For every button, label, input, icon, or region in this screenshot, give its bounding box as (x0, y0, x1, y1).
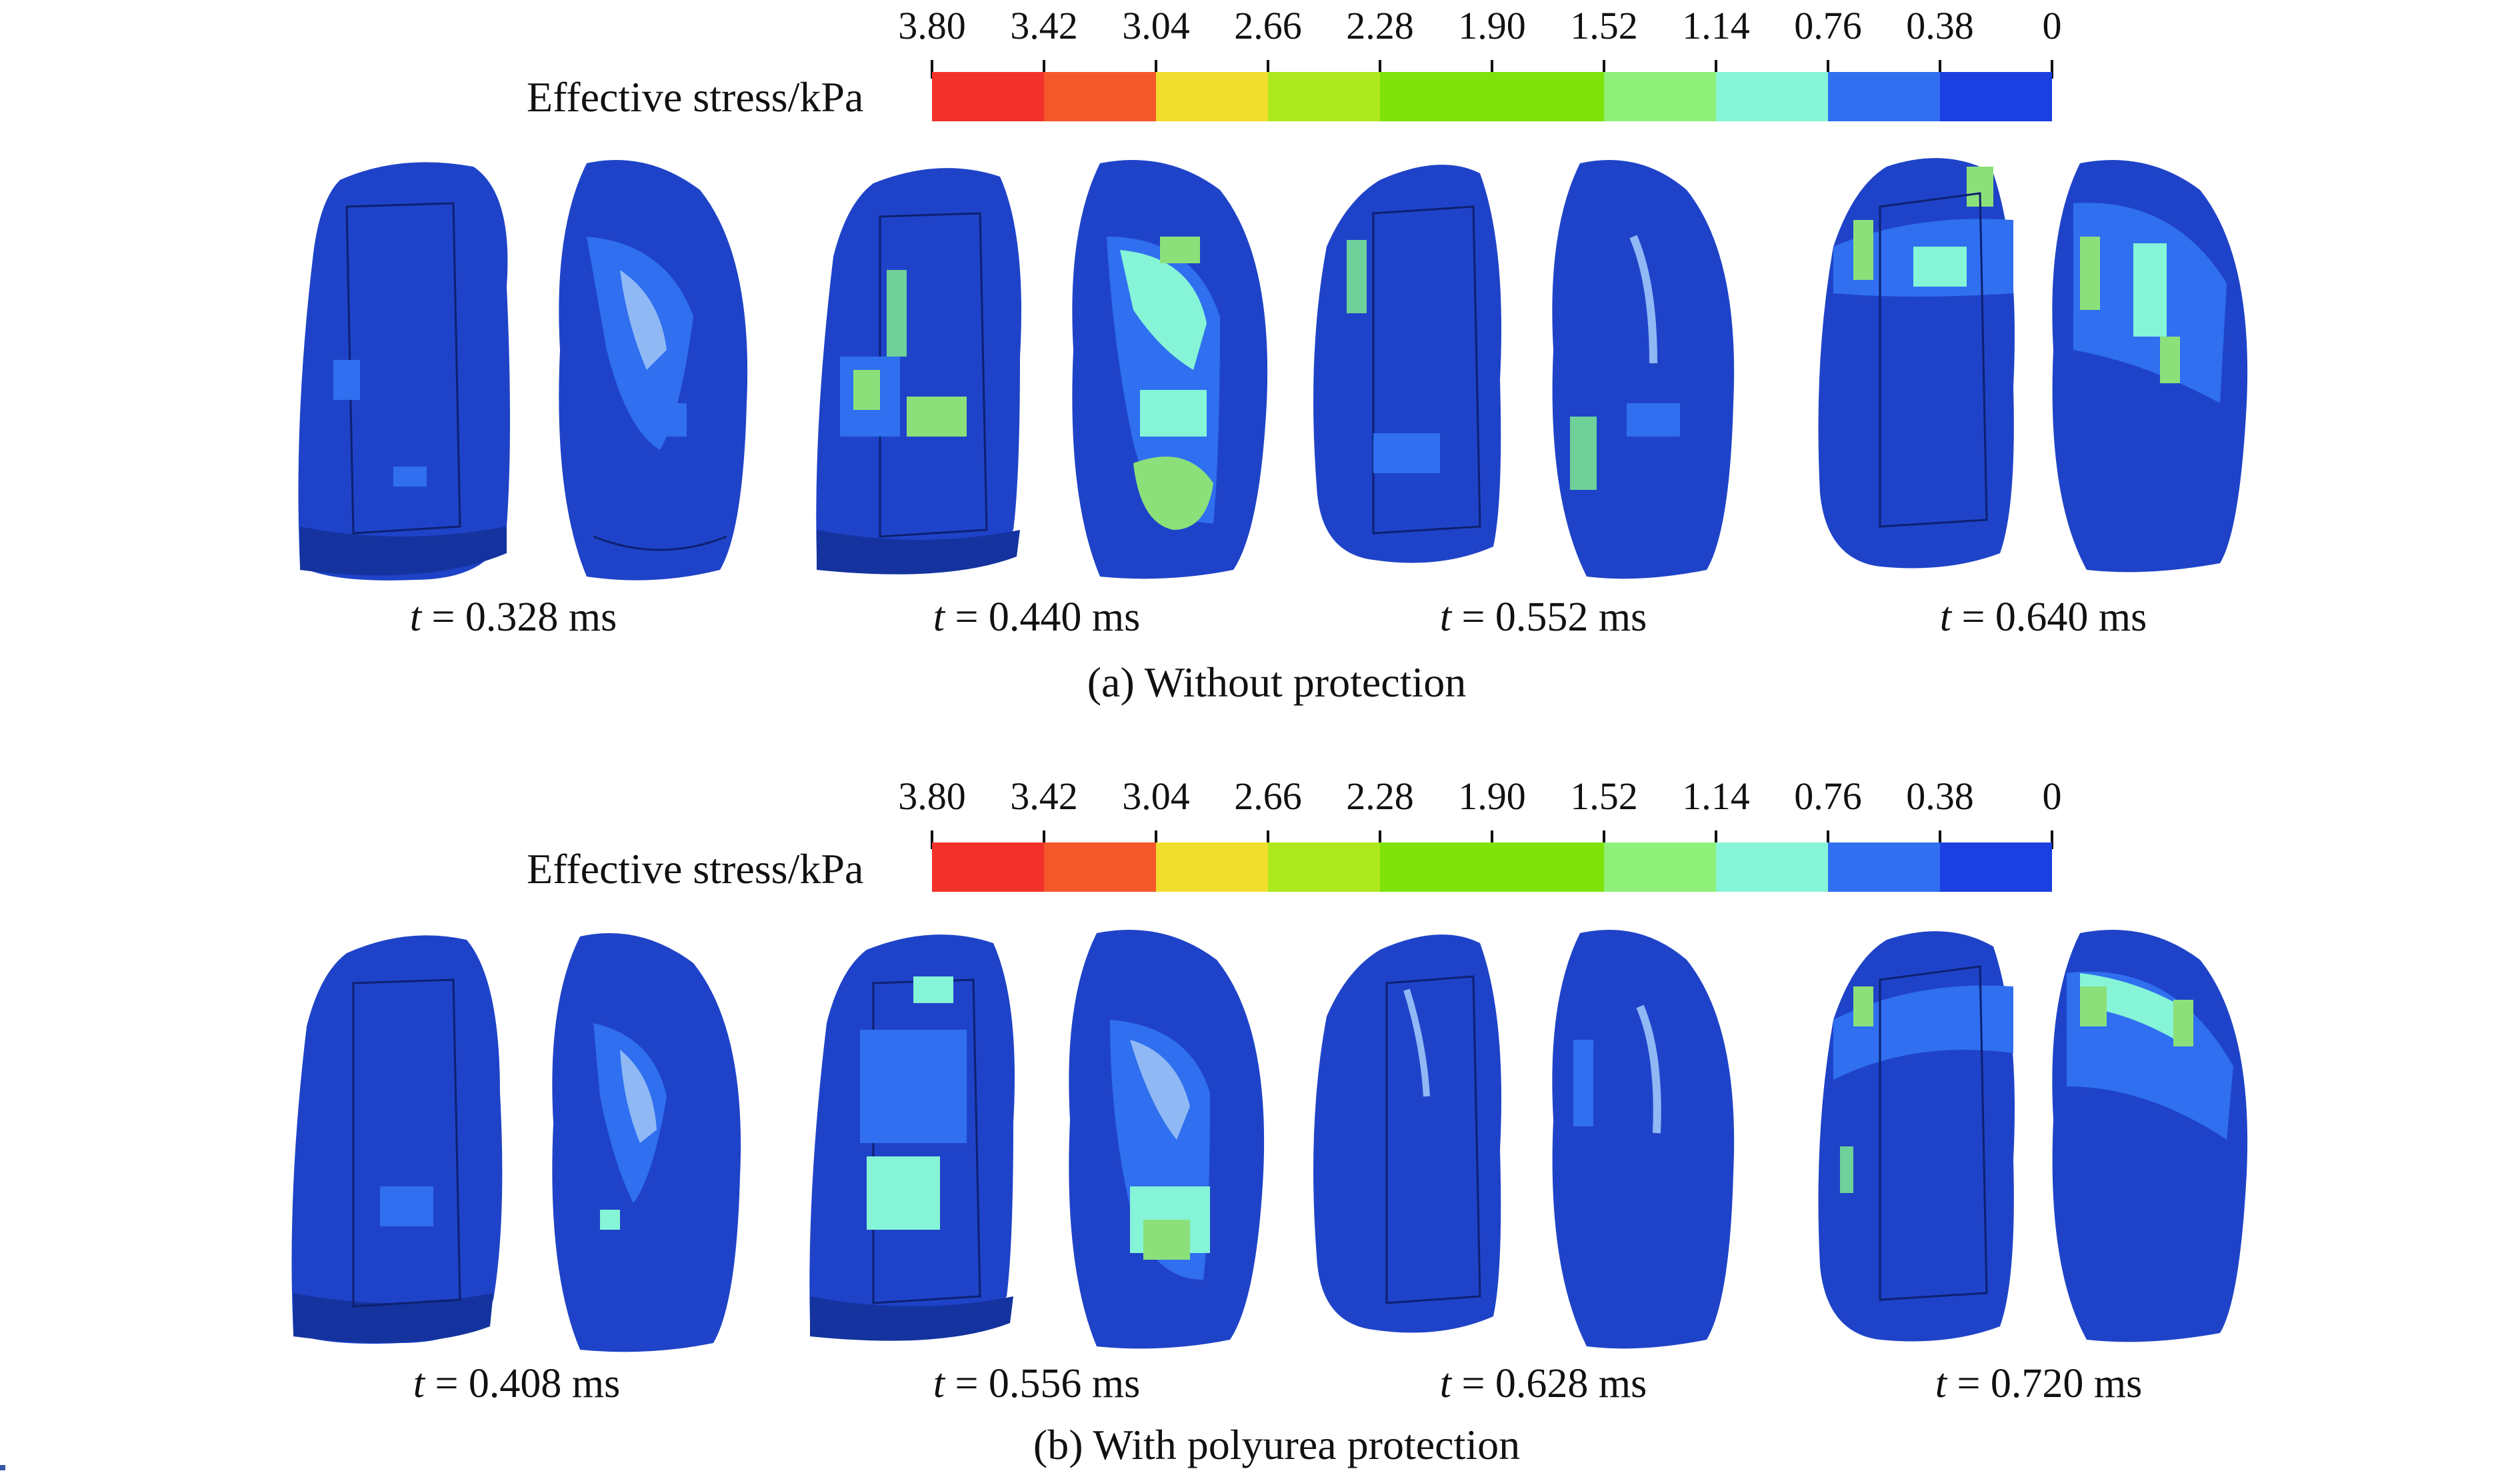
stress-model-view-front (291, 935, 503, 1344)
legend-tickmark (1379, 60, 1381, 79)
legend-tick: 0.38 (1906, 774, 1974, 818)
legend-tick: 1.14 (1682, 774, 1750, 818)
stress-model-view-front (809, 934, 1015, 1341)
legend-tick: 3.80 (898, 4, 966, 47)
stress-model-view-side (1072, 160, 1268, 579)
legend-tickmark (1155, 830, 1157, 849)
legend-swatch (932, 842, 1044, 892)
legend-tick: 2.66 (1234, 4, 1302, 47)
legend-title: Effective stress/kPa (527, 73, 864, 121)
legend-tickmark (1715, 60, 1717, 79)
legend-tick: 1.90 (1458, 4, 1526, 47)
stress-model-view-side (2052, 160, 2248, 573)
legend-swatch (1492, 72, 1604, 121)
legend-swatch (1716, 72, 1828, 121)
time-label: t = 0.440 ms (933, 595, 1141, 640)
legend-tickmark (1491, 830, 1493, 849)
legend-swatch (1268, 842, 1380, 892)
legend-tickmark (1827, 830, 1829, 849)
panel-caption: (a) Without protection (1087, 659, 1467, 706)
time-label: t = 0.556 ms (933, 1361, 1141, 1406)
legend-swatch (1716, 842, 1828, 892)
stress-model-view-side (1069, 930, 1265, 1349)
stress-model-view-front (1313, 165, 1501, 563)
time-label: t = 0.720 ms (1935, 1361, 2143, 1406)
legend-tickmark (1939, 60, 1941, 79)
legend-swatch (1828, 72, 1940, 121)
legend-tickmark (1603, 830, 1605, 849)
legend-tickmark (1715, 830, 1717, 849)
legend-tickmark (2051, 830, 2053, 849)
legend-tickmark (1827, 60, 1829, 79)
legend-tick: 2.66 (1234, 774, 1302, 818)
legend-tick: 0 (2042, 774, 2062, 818)
panel-caption: (b) With polyurea protection (1033, 1421, 1521, 1468)
legend-tick: 1.90 (1458, 774, 1526, 818)
legend-swatch (1380, 842, 1492, 892)
legend-tickmark (1043, 830, 1045, 849)
stress-model-view-front (1818, 158, 2015, 569)
legend-tick: 1.52 (1570, 4, 1638, 47)
legend-swatch (1268, 72, 1380, 121)
stress-model-view-side (2052, 930, 2248, 1342)
edge-artifact (0, 1465, 5, 1470)
stress-model-view-side (1552, 930, 1735, 1349)
legend-swatch (1940, 72, 2052, 121)
legend-tick: 2.28 (1346, 4, 1414, 47)
legend-tickmark (1939, 830, 1941, 849)
time-label: t = 0.408 ms (413, 1361, 621, 1406)
legend-swatch (1156, 72, 1268, 121)
time-label: t = 0.552 ms (1439, 595, 1647, 640)
legend-tick: 0.76 (1794, 4, 1862, 47)
legend-tickmark (1603, 60, 1605, 79)
legend-tick: 2.28 (1346, 774, 1414, 818)
legend-tick: 0 (2042, 4, 2062, 47)
legend-tickmark (1267, 830, 1269, 849)
time-label: t = 0.328 ms (409, 595, 617, 640)
legend-swatch (1044, 842, 1156, 892)
legend-tickmark (1379, 830, 1381, 849)
legend-tick: 3.80 (898, 774, 966, 818)
legend-tickmark (1267, 60, 1269, 79)
legend-tickmark (931, 60, 933, 79)
legend-tick: 3.42 (1010, 774, 1078, 818)
legend-tick: 3.42 (1010, 4, 1078, 47)
legend-swatch (1604, 842, 1716, 892)
legend-tickmark (1155, 60, 1157, 79)
stress-model-view-side (552, 933, 741, 1352)
legend-swatch (932, 72, 1044, 121)
legend-title: Effective stress/kPa (527, 845, 864, 892)
stress-model-view-front (298, 162, 510, 581)
legend-tick: 0.38 (1906, 4, 1974, 47)
legend-tickmark (2051, 60, 2053, 79)
legend-swatch (1380, 72, 1492, 121)
legend-tick: 1.52 (1570, 774, 1638, 818)
legend-tickmark (931, 830, 933, 849)
stress-model-view-front (816, 168, 1021, 575)
legend-swatch (1156, 842, 1268, 892)
legend-tick: 0.76 (1794, 774, 1862, 818)
legend-swatch (1604, 72, 1716, 121)
legend-tick: 3.04 (1122, 774, 1190, 818)
legend-tick: 1.14 (1682, 4, 1750, 47)
stress-model-view-side (1552, 160, 1735, 579)
stress-model-view-side (559, 160, 748, 581)
legend-tickmark (1491, 60, 1493, 79)
legend-swatch (1492, 842, 1604, 892)
stress-model-view-front (1818, 931, 2015, 1342)
time-label: t = 0.640 ms (1939, 595, 2147, 640)
time-label: t = 0.628 ms (1439, 1361, 1647, 1406)
legend-tick: 3.04 (1122, 4, 1190, 47)
legend-tickmark (1043, 60, 1045, 79)
legend-swatch (1044, 72, 1156, 121)
legend-swatch (1828, 842, 1940, 892)
legend-swatch (1940, 842, 2052, 892)
stress-model-view-front (1313, 934, 1501, 1333)
